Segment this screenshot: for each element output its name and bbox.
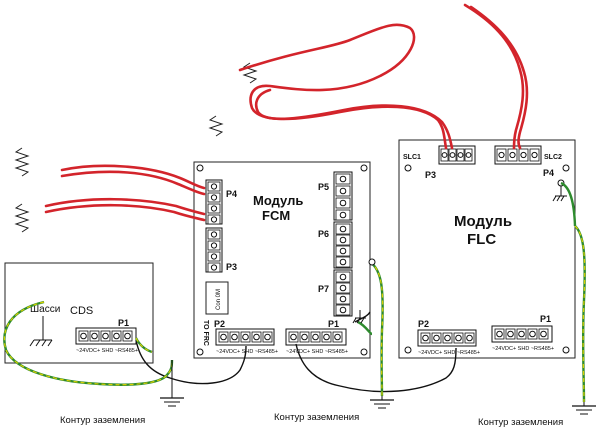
flc-slc2-label: SLC2	[544, 154, 562, 161]
flc-p3-label: P3	[425, 170, 436, 180]
flc-slc2-terminals	[496, 148, 540, 162]
ground-contour-3: Контур заземления	[478, 402, 596, 428]
flc-slc1-terminals	[440, 148, 473, 162]
fcm-p1-label: P1	[328, 319, 339, 329]
cds-chassis-label: Шасси	[30, 304, 60, 315]
cds-pin-labels: ~24VDC+ SHD ~RS485+	[76, 348, 138, 354]
fcm-p3-label: P3	[226, 262, 237, 272]
cds-name-label: CDS	[70, 305, 93, 317]
fcm-p2-label: P2	[214, 319, 225, 329]
flc-p1-terminals	[494, 328, 549, 340]
fcm-p3-terminals	[207, 229, 221, 273]
fcm-p4-terminals	[207, 181, 221, 225]
fcm-p7-label: P7	[318, 284, 329, 294]
fcm-module: Модуль FCM P4 P3 Con 0M TO FRC	[193, 161, 371, 359]
fcm-ground-symbol	[352, 258, 376, 324]
flc-p2-label: P2	[418, 319, 429, 329]
flc-p1-pins: ~24VDC+ SHD ~RS485+	[492, 346, 554, 352]
ground-label-2: Контур заземления	[274, 412, 359, 423]
flc-p2-terminals	[420, 332, 475, 344]
ground-wires	[3, 181, 586, 403]
flc-p1-label: P1	[540, 314, 551, 324]
flc-p4-label: P4	[543, 168, 554, 178]
flc-title-line2: FLC	[467, 231, 496, 248]
cds-p1-terminals	[78, 330, 133, 342]
fcm-p1-pins: ~24VDC+ SHD ~RS485+	[286, 349, 348, 355]
ground-contour-2: Контур заземления	[274, 396, 394, 423]
loop-zigzag-icons	[14, 62, 258, 233]
ground-label-3: Контур заземления	[478, 417, 563, 428]
fcm-p5-terminals	[335, 173, 351, 221]
cds-box: Шасси CDS P1 ~24VDC+ SHD ~RS485+	[4, 262, 154, 364]
fcm-p2-terminals	[218, 331, 273, 343]
ground-contour-1: Контур заземления	[60, 360, 184, 426]
cds-p1-label: P1	[118, 318, 129, 328]
fcm-title-line1: Модуль	[253, 193, 303, 208]
fcm-con-label: Con 0M	[216, 289, 222, 310]
ground-label-1: Контур заземления	[60, 415, 145, 426]
flc-module: Модуль FLC SLC1 SLC2 P3 P4 P2	[398, 139, 576, 359]
flc-title-line1: Модуль	[454, 213, 512, 230]
fcm-p2-pins: ~24VDC+ SHD ~RS485+	[216, 349, 278, 355]
fcm-p6-terminals	[335, 223, 351, 268]
fcm-title-line2: FCM	[262, 208, 290, 223]
fcm-p6-label: P6	[318, 229, 329, 239]
red-loop-wires	[44, 3, 529, 222]
fcm-p5-label: P5	[318, 182, 329, 192]
flc-p2-pins: ~24VDC+ SHD ~RS485+	[418, 350, 480, 356]
flc-slc1-label: SLC1	[403, 154, 421, 161]
fcm-p1-terminals	[288, 331, 343, 343]
fcm-to-frc-label: TO FRC	[202, 320, 209, 346]
fcm-p4-label: P4	[226, 189, 237, 199]
rs485-wires	[135, 311, 457, 393]
fcm-p7-terminals	[335, 271, 351, 316]
